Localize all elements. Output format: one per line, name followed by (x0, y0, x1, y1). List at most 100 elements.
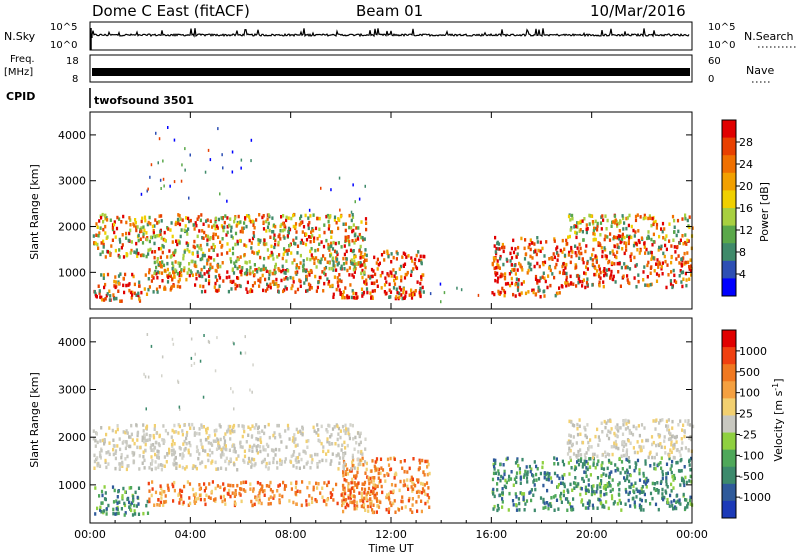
nsky-tick-bottom: 10^0 (50, 40, 77, 51)
power-cell-1428 (501, 245, 504, 250)
power-cell-1851 (592, 221, 595, 226)
velocity-cell-1269 (606, 466, 609, 471)
velocity-cell-739 (339, 435, 342, 440)
power-cell-1231 (236, 257, 240, 262)
velocity-cell-1851 (603, 419, 606, 424)
power-cell-1221 (163, 268, 166, 273)
power-cell-1902 (585, 230, 588, 235)
power-cell-1537 (616, 250, 619, 254)
velocity-cell-1237 (645, 485, 648, 489)
power-cell-1299 (553, 255, 556, 260)
power-cell-672 (214, 224, 217, 228)
velocity-cell-1160 (326, 430, 329, 434)
power-cell-1290 (551, 272, 554, 276)
power-cell-1071 (199, 218, 202, 223)
power-cell-870 (274, 238, 277, 243)
power-cell-1536 (577, 281, 580, 285)
power-cell-2002 (147, 187, 149, 191)
power-cell-1303 (492, 256, 495, 260)
beam-title: Beam 01 (356, 2, 423, 20)
velocity-cell-269 (198, 493, 201, 497)
velocity-cell-216 (315, 499, 318, 504)
velocity-cell-1640 (640, 504, 643, 509)
power-cell-177 (203, 272, 206, 276)
power-cell-1323 (537, 248, 540, 253)
velocity-cell-1029 (96, 456, 99, 460)
power-cell-571 (175, 220, 178, 225)
power-cell-1635 (674, 250, 677, 254)
velocity-cell-593 (349, 489, 352, 494)
power-cell-888 (177, 239, 180, 243)
power-cell-1781 (643, 245, 646, 249)
velocity-cell-1224 (515, 471, 519, 475)
power-cell-784 (315, 256, 318, 260)
power-cell-1016 (269, 254, 272, 258)
power-cell-1664 (690, 264, 693, 268)
velocity-cell-1656 (494, 461, 497, 466)
velocity-cell-112 (214, 499, 217, 503)
power-cell-1148 (324, 257, 327, 261)
velocity-cell-1199 (184, 467, 187, 471)
velocity-cell-890 (267, 444, 270, 449)
velocity-cell-1659 (620, 460, 624, 464)
velocity-cell-800 (150, 443, 153, 447)
power-cell-790 (166, 255, 169, 259)
power-cell-1774 (581, 257, 584, 261)
velocity-cell-1569 (544, 505, 547, 510)
velocity-cell-1330 (542, 483, 545, 488)
velocity-cell-665 (141, 438, 144, 443)
power-cell-1543 (633, 255, 636, 260)
power-cell-1407 (538, 264, 541, 269)
velocity-cell-1621 (643, 480, 646, 484)
velocity-cell-1890 (658, 435, 661, 439)
velocity-cell-1504 (561, 481, 564, 486)
power-cell-1298 (528, 265, 531, 269)
power-cell-1744 (603, 273, 606, 278)
velocity-cell-887 (280, 440, 283, 444)
velocity-cell-1747 (626, 426, 630, 430)
velocity-cell-1637 (585, 466, 588, 470)
power-cell-804 (271, 253, 274, 257)
velocity-cell-885 (129, 444, 132, 449)
velocity-cell-1302 (563, 484, 566, 489)
power-cell-1490 (531, 256, 534, 260)
velocity-cell-1275 (561, 474, 564, 479)
velocity-cell-409 (343, 478, 346, 482)
velocity-cell-943 (173, 458, 176, 462)
power-cell-821 (238, 221, 241, 225)
power-cell-648 (197, 215, 200, 219)
velocity-cell-1083 (357, 458, 360, 462)
power-cell-176 (231, 280, 234, 284)
power-cell-954 (282, 214, 285, 218)
velocity-cell-1137 (233, 446, 236, 451)
velocity-cell-1082 (289, 460, 293, 464)
velocity-cell-367 (416, 509, 419, 513)
power-cell-1924 (621, 214, 624, 218)
velocity-cell-1065 (359, 431, 362, 436)
power-cell-196 (156, 270, 159, 274)
power-cell-1339 (554, 265, 557, 270)
velocity-cell-77 (130, 486, 133, 490)
power-cell-622 (187, 216, 190, 221)
power-cell-838 (193, 227, 196, 231)
power-cell-980 (130, 240, 133, 244)
velocity-cell-1069 (223, 442, 226, 447)
velocity-cell-435 (350, 486, 353, 491)
power-cell-1694 (629, 258, 632, 262)
power-cell-1176 (295, 266, 298, 270)
velocity-cell-1921 (593, 452, 596, 457)
power-cell-1957 (575, 224, 578, 229)
power-cell-183 (315, 289, 318, 293)
velocity-cell-1958 (572, 452, 576, 456)
velocity-cell-177 (284, 484, 288, 488)
power-cell-1474 (515, 255, 518, 259)
power-cell-1910 (634, 218, 638, 223)
velocity-cell-1067 (174, 461, 177, 466)
power-cell-1203 (306, 257, 309, 261)
velocity-cell-1167 (279, 462, 282, 466)
power-cell-1624 (673, 245, 676, 249)
velocity-cell-107 (349, 492, 352, 496)
velocity-cell-1268 (586, 461, 589, 466)
power-cell-882 (200, 213, 203, 217)
power-cell-785 (160, 236, 163, 240)
